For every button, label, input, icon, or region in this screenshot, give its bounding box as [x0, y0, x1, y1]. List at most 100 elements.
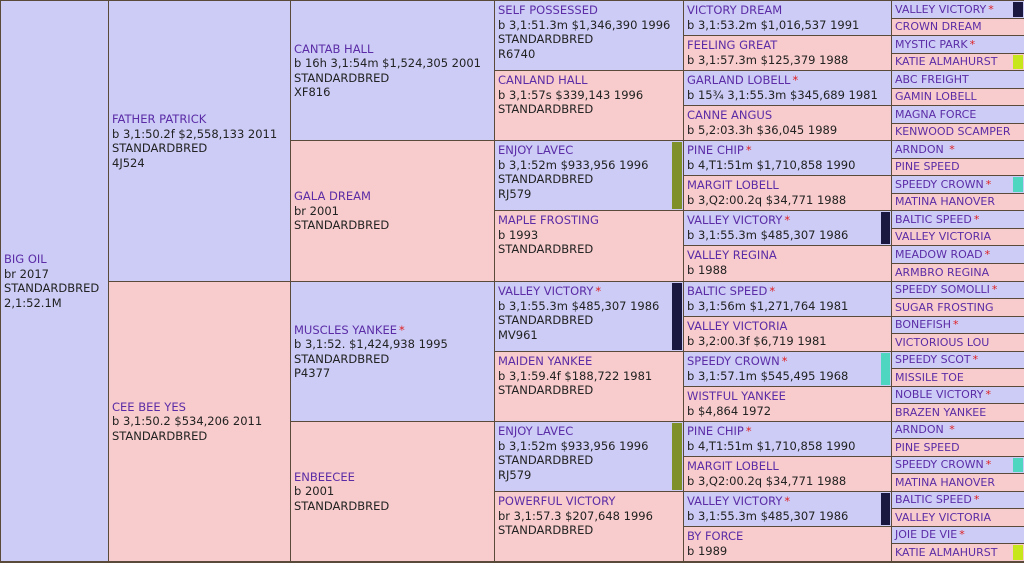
horse-name-link[interactable]: BRAZEN YANKEE	[895, 405, 987, 419]
horse-name-link[interactable]: VALLEY VICTORY	[687, 213, 783, 227]
horse-name-link[interactable]: ENJOY LAVEC	[498, 143, 574, 157]
registry-star-icon: *	[973, 493, 980, 506]
horse-cell-gen5: KATIE ALMAHURST	[891, 53, 1024, 71]
horse-name-link[interactable]: SPEEDY CROWN	[895, 177, 984, 191]
horse-name-link[interactable]: BALTIC SPEED	[687, 284, 768, 298]
horse-name-link[interactable]: MYSTIC PARK	[895, 37, 968, 51]
horse-name-link[interactable]: MARGIT LOBELL	[687, 459, 779, 473]
horse-name-link[interactable]: VALLEY REGINA	[687, 248, 777, 262]
horse-detail-text: b 4,T1:51m $1,710,858 1990	[687, 438, 856, 453]
horse-name-link[interactable]: KATIE ALMAHURST	[895, 55, 998, 68]
horse-name-link[interactable]: KATIE ALMAHURST	[895, 545, 998, 559]
horse-cell-gen2: GALA DREAM br 2001 STANDARDBRED	[290, 140, 495, 282]
horse-detail-text: b 1989	[687, 543, 728, 558]
horse-name-line: ENJOY LAVEC	[498, 424, 680, 439]
horse-cell-gen5: ARMBRO REGINA	[891, 263, 1024, 282]
subject-horse-cell: BIG OIL br 2017 STANDARDBRED 2,1:52.1M	[0, 0, 109, 562]
horse-name-link[interactable]: VALLEY VICTORY	[895, 2, 987, 16]
horse-cell-gen3: ENJOY LAVEC b 3,1:52m $933,956 1996 STANDA…	[494, 140, 684, 211]
registry-star-icon: *	[953, 318, 959, 331]
horse-name-link[interactable]: SPEEDY CROWN	[895, 458, 984, 471]
horse-name-link[interactable]: VALLEY VICTORIA	[895, 230, 992, 243]
horse-name-link[interactable]: MARGIT LOBELL	[687, 178, 779, 192]
horse-name-link[interactable]: POWERFUL VICTORY	[498, 494, 616, 508]
horse-name-link[interactable]: MATINA HANOVER	[895, 195, 995, 208]
horse-cell-gen4: VALLEY REGINA b 1988	[683, 245, 892, 282]
horse-name-link[interactable]: MEADOW ROAD	[895, 247, 983, 261]
horse-name-line: BRAZEN YANKEE	[895, 406, 986, 420]
horse-name-line: SPEEDY CROWN *	[895, 458, 991, 472]
horse-name-link[interactable]: PINE CHIP	[687, 143, 744, 157]
horse-name-link[interactable]: VALLEY VICTORY	[498, 284, 594, 298]
horse-name-link[interactable]: ABC FREIGHT	[895, 72, 969, 86]
horse-name-link[interactable]: VICTORY DREAM	[687, 3, 783, 17]
horse-name-link[interactable]: MAIDEN YANKEE	[498, 354, 593, 368]
horse-name-link[interactable]: VALLEY VICTORIA	[687, 319, 788, 333]
horse-name-link[interactable]: ARNDON	[895, 142, 948, 156]
horse-name-link[interactable]: MAPLE FROSTING	[498, 213, 599, 227]
horse-detail-text: b 3,1:57s $339,143 1996	[498, 87, 644, 102]
horse-name-link[interactable]: GARLAND LOBELL	[687, 73, 791, 87]
horse-name-link[interactable]: PINE SPEED	[895, 160, 960, 173]
horse-name-link[interactable]: ARNDON	[895, 423, 948, 436]
horse-name-link[interactable]: CANLAND HALL	[498, 73, 588, 87]
horse-name-link[interactable]: BY FORCE	[687, 529, 744, 543]
horse-detail-text: STANDARDBRED	[498, 453, 594, 467]
horse-name-line: BONEFISH *	[895, 318, 959, 332]
horse-name-link[interactable]: SELF POSSESSED	[498, 3, 598, 17]
horse-name-link[interactable]: FATHER PATRICK	[112, 112, 207, 126]
horse-name-link[interactable]: MATINA HANOVER	[895, 475, 995, 489]
horse-name-link[interactable]: CROWN DREAM	[895, 20, 982, 33]
horse-cell-gen4: FEELING GREAT b 3,1:57.3m $125,379 1988	[683, 35, 892, 71]
horse-detail-text: b 3,1:50.2f $2,558,133 2011	[112, 126, 278, 141]
horse-name-link[interactable]: CEE BEE YES	[112, 399, 186, 414]
horse-name-link[interactable]: FEELING GREAT	[687, 38, 778, 52]
horse-name-line: MEADOW ROAD *	[895, 248, 990, 262]
horse-name-line: VALLEY VICTORIA	[895, 230, 991, 244]
horse-name-link[interactable]: MUSCLES YANKEE	[294, 322, 397, 337]
horse-name-link[interactable]: WISTFUL YANKEE	[687, 389, 786, 403]
horse-name-link[interactable]: CANTAB HALL	[294, 41, 374, 56]
horse-name-link[interactable]: MAGNA FORCE	[895, 107, 977, 121]
horse-name-line: MATINA HANOVER	[895, 195, 995, 209]
horse-cell-gen4: BALTIC SPEED * b 3,1:56m $1,271,764 1981	[683, 281, 892, 317]
horse-name-line: SPEEDY CROWN *	[895, 178, 991, 192]
horse-name-link[interactable]: JOIE DE VIE	[895, 528, 958, 541]
horse-cell-gen4: SPEEDY CROWN * b 3,1:57.1m $545,495 1968	[683, 351, 892, 387]
horse-name-link[interactable]: PINE SPEED	[895, 440, 960, 454]
color-swatch	[672, 142, 682, 209]
horse-name-link[interactable]: GAMIN LOBELL	[895, 90, 977, 103]
horse-cell-gen5: MYSTIC PARK *	[891, 35, 1024, 54]
horse-name-line: CEE BEE YES	[112, 400, 287, 415]
horse-name-link[interactable]: GALA DREAM	[294, 189, 371, 204]
horse-name-link[interactable]: KENWOOD SCAMPER	[895, 125, 1011, 138]
horse-name-link[interactable]: PINE CHIP	[687, 424, 744, 438]
horse-cell-gen4: VICTORY DREAM b 3,1:53.2m $1,016,537 1991	[683, 0, 892, 36]
horse-cell-gen5: MATINA HANOVER	[891, 193, 1024, 211]
horse-name-link[interactable]: CANNE ANGUS	[687, 108, 773, 122]
horse-detail-text: b 3,1:52m $933,956 1996	[498, 438, 649, 453]
horse-detail-text: 4J524	[112, 155, 145, 170]
horse-name-link[interactable]: ARMBRO REGINA	[895, 265, 990, 279]
horse-name-link[interactable]: VALLEY VICTORIA	[895, 510, 992, 524]
horse-name-link[interactable]: VALLEY VICTORY	[687, 494, 783, 508]
horse-name-link[interactable]: BONEFISH	[895, 318, 952, 331]
horse-name-link[interactable]: BIG OIL	[4, 252, 47, 266]
horse-name-link[interactable]: SPEEDY CROWN	[687, 354, 780, 368]
horse-detail-text: br 2017	[4, 266, 49, 281]
horse-name-link[interactable]: BALTIC SPEED	[895, 493, 972, 506]
horse-name-link[interactable]: ENJOY LAVEC	[498, 424, 574, 438]
horse-name-link[interactable]: MISSILE TOE	[895, 370, 964, 384]
horse-name-link[interactable]: SPEEDY SOMOLLI	[895, 283, 990, 296]
horse-name-link[interactable]: SPEEDY SCOT	[895, 353, 971, 366]
registry-star-icon: *	[973, 212, 980, 226]
horse-name-link[interactable]: ENBEECEE	[294, 469, 355, 484]
horse-detail-text: b 5,2:03.3h $36,045 1989	[687, 122, 838, 137]
registry-star-icon: *	[781, 354, 788, 368]
horse-name-link[interactable]: SUGAR FROSTING	[895, 300, 994, 314]
horse-name-line: GAMIN LOBELL	[895, 90, 977, 104]
horse-name-link[interactable]: BALTIC SPEED	[895, 212, 972, 226]
horse-name-line: CANNE ANGUS	[687, 108, 888, 123]
horse-name-link[interactable]: NOBLE VICTORY	[895, 388, 984, 401]
horse-name-link[interactable]: VICTORIOUS LOU	[895, 335, 990, 349]
